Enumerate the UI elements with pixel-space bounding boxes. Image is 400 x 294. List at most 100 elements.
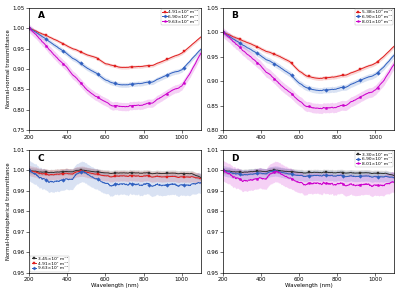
6.90×10⁵ m⁻¹: [298, 82, 303, 86]
6.90×10⁵ m⁻¹: [322, 88, 327, 92]
9.63×10⁷ m⁻¹: [57, 179, 62, 183]
3.30×10⁷ m⁻¹: [298, 171, 303, 174]
9.63×10⁴ m⁻¹: [71, 74, 76, 77]
8.01×10⁷ m⁻¹: [251, 178, 256, 181]
8.01×10⁵ m⁻¹: [392, 62, 397, 65]
4.91×10⁷ m⁻¹: [104, 174, 109, 178]
6.90×10⁴ m⁻¹: [71, 57, 76, 60]
8.01×10⁵ m⁻¹: [350, 100, 355, 103]
4.91×10⁴ m⁻¹: [57, 40, 62, 44]
9.63×10⁷ m⁻¹: [141, 182, 146, 186]
Legend: 3.30×10⁷ m⁻¹, 6.90×10⁷ m⁻¹, 8.01×10⁷ m⁻¹: 3.30×10⁷ m⁻¹, 6.90×10⁷ m⁻¹, 8.01×10⁷ m⁻¹: [355, 151, 393, 167]
4.91×10⁴ m⁻¹: [156, 61, 161, 65]
9.63×10⁷ m⁻¹: [150, 185, 155, 188]
3.45×10⁷ m⁻¹: [156, 172, 161, 175]
9.63×10⁴ m⁻¹: [198, 52, 203, 55]
6.90×10⁷ m⁻¹: [264, 172, 269, 175]
6.90×10⁷ m⁻¹: [251, 172, 256, 176]
8.01×10⁵ m⁻¹: [322, 106, 327, 109]
3.45×10⁷ m⁻¹: [128, 171, 133, 174]
4.91×10⁴ m⁻¹: [104, 62, 109, 66]
4.91×10⁷ m⁻¹: [156, 175, 161, 178]
3.45×10⁷ m⁻¹: [71, 170, 76, 173]
4.91×10⁷ m⁻¹: [198, 177, 202, 181]
9.63×10⁴ m⁻¹: [104, 101, 109, 104]
Line: 6.90×10⁴ m⁻¹: 6.90×10⁴ m⁻¹: [28, 27, 202, 86]
8.01×10⁷ m⁻¹: [298, 181, 303, 184]
8.01×10⁵ m⁻¹: [298, 100, 303, 103]
5.38×10⁵ m⁻¹: [335, 74, 340, 78]
6.90×10⁴ m⁻¹: [142, 81, 146, 85]
9.63×10⁷ m⁻¹: [198, 181, 203, 185]
6.90×10⁴ m⁻¹: [120, 83, 125, 87]
Text: B: B: [231, 11, 238, 20]
Text: D: D: [231, 154, 239, 163]
4.91×10⁴ m⁻¹: [120, 66, 125, 69]
8.01×10⁷ m⁻¹: [392, 180, 397, 183]
3.30×10⁷ m⁻¹: [322, 171, 327, 174]
9.63×10⁴ m⁻¹: [27, 26, 32, 30]
Y-axis label: Normal-normal transmittance: Normal-normal transmittance: [6, 30, 10, 108]
Line: 3.30×10⁷ m⁻¹: 3.30×10⁷ m⁻¹: [222, 169, 396, 177]
4.91×10⁷ m⁻¹: [198, 177, 203, 181]
6.90×10⁵ m⁻¹: [319, 89, 324, 92]
5.38×10⁵ m⁻¹: [220, 30, 225, 34]
3.30×10⁷ m⁻¹: [220, 169, 225, 172]
Legend: 4.91×10⁴ m⁻¹, 6.90×10⁴ m⁻¹, 9.63×10⁴ m⁻¹: 4.91×10⁴ m⁻¹, 6.90×10⁴ m⁻¹, 9.63×10⁴ m⁻¹: [161, 9, 200, 25]
Y-axis label: Normal-hemispherical transmittance: Normal-hemispherical transmittance: [6, 163, 10, 260]
9.63×10⁴ m⁻¹: [123, 105, 128, 108]
5.38×10⁵ m⁻¹: [322, 76, 327, 80]
8.01×10⁷ m⁻¹: [335, 182, 340, 186]
4.91×10⁴ m⁻¹: [128, 65, 133, 69]
8.01×10⁷ m⁻¹: [350, 183, 354, 187]
4.91×10⁷ m⁻¹: [141, 174, 146, 178]
3.45×10⁷ m⁻¹: [80, 168, 84, 172]
9.63×10⁴ m⁻¹: [57, 59, 62, 62]
Line: 5.38×10⁵ m⁻¹: 5.38×10⁵ m⁻¹: [222, 31, 396, 80]
3.45×10⁷ m⁻¹: [57, 170, 62, 174]
9.63×10⁷ m⁻¹: [156, 183, 161, 187]
6.90×10⁷ m⁻¹: [220, 169, 225, 172]
4.91×10⁷ m⁻¹: [57, 172, 62, 176]
5.38×10⁵ m⁻¹: [264, 50, 269, 53]
9.63×10⁴ m⁻¹: [156, 97, 161, 101]
3.30×10⁷ m⁻¹: [273, 168, 278, 172]
Line: 9.63×10⁴ m⁻¹: 9.63×10⁴ m⁻¹: [28, 27, 202, 108]
8.01×10⁷ m⁻¹: [369, 185, 374, 188]
8.01×10⁵ m⁻¹: [220, 30, 225, 34]
6.90×10⁷ m⁻¹: [392, 176, 397, 179]
Line: 6.90×10⁵ m⁻¹: 6.90×10⁵ m⁻¹: [222, 31, 396, 92]
6.90×10⁷ m⁻¹: [335, 174, 340, 177]
Line: 6.90×10⁷ m⁻¹: 6.90×10⁷ m⁻¹: [222, 169, 396, 179]
4.91×10⁴ m⁻¹: [71, 47, 76, 51]
Line: 4.91×10⁷ m⁻¹: 4.91×10⁷ m⁻¹: [28, 169, 202, 180]
9.63×10⁷ m⁻¹: [27, 169, 32, 172]
8.01×10⁵ m⁻¹: [264, 71, 269, 74]
4.91×10⁷ m⁻¹: [128, 174, 133, 177]
6.90×10⁴ m⁻¹: [104, 78, 109, 82]
8.01×10⁵ m⁻¹: [335, 105, 340, 108]
Legend: 3.45×10⁷ m⁻¹, 4.91×10⁷ m⁻¹, 9.63×10⁷ m⁻¹: 3.45×10⁷ m⁻¹, 4.91×10⁷ m⁻¹, 9.63×10⁷ m⁻¹: [30, 255, 69, 272]
3.30×10⁷ m⁻¹: [392, 174, 397, 177]
6.90×10⁵ m⁻¹: [335, 87, 340, 90]
6.90×10⁷ m⁻¹: [298, 173, 303, 177]
3.45×10⁷ m⁻¹: [198, 176, 203, 179]
8.01×10⁵ m⁻¹: [251, 57, 256, 61]
5.38×10⁵ m⁻¹: [392, 44, 397, 48]
6.90×10⁴ m⁻¹: [27, 26, 32, 30]
6.90×10⁵ m⁻¹: [251, 49, 256, 53]
3.30×10⁷ m⁻¹: [335, 171, 340, 174]
9.63×10⁷ m⁻¹: [128, 182, 133, 186]
Line: 8.01×10⁷ m⁻¹: 8.01×10⁷ m⁻¹: [222, 169, 396, 188]
Line: 3.45×10⁷ m⁻¹: 3.45×10⁷ m⁻¹: [28, 169, 202, 179]
X-axis label: Wavelength (nm): Wavelength (nm): [285, 283, 332, 288]
6.90×10⁵ m⁻¹: [392, 53, 397, 56]
4.91×10⁴ m⁻¹: [198, 35, 203, 39]
5.38×10⁵ m⁻¹: [317, 77, 322, 80]
5.38×10⁵ m⁻¹: [298, 70, 303, 74]
3.45×10⁷ m⁻¹: [105, 171, 110, 175]
8.01×10⁷ m⁻¹: [220, 169, 225, 172]
Text: C: C: [38, 154, 44, 163]
Line: 8.01×10⁵ m⁻¹: 8.01×10⁵ m⁻¹: [222, 31, 396, 110]
5.38×10⁵ m⁻¹: [350, 71, 355, 74]
